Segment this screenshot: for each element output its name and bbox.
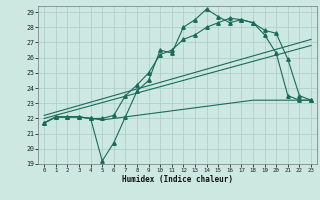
X-axis label: Humidex (Indice chaleur): Humidex (Indice chaleur) xyxy=(122,175,233,184)
